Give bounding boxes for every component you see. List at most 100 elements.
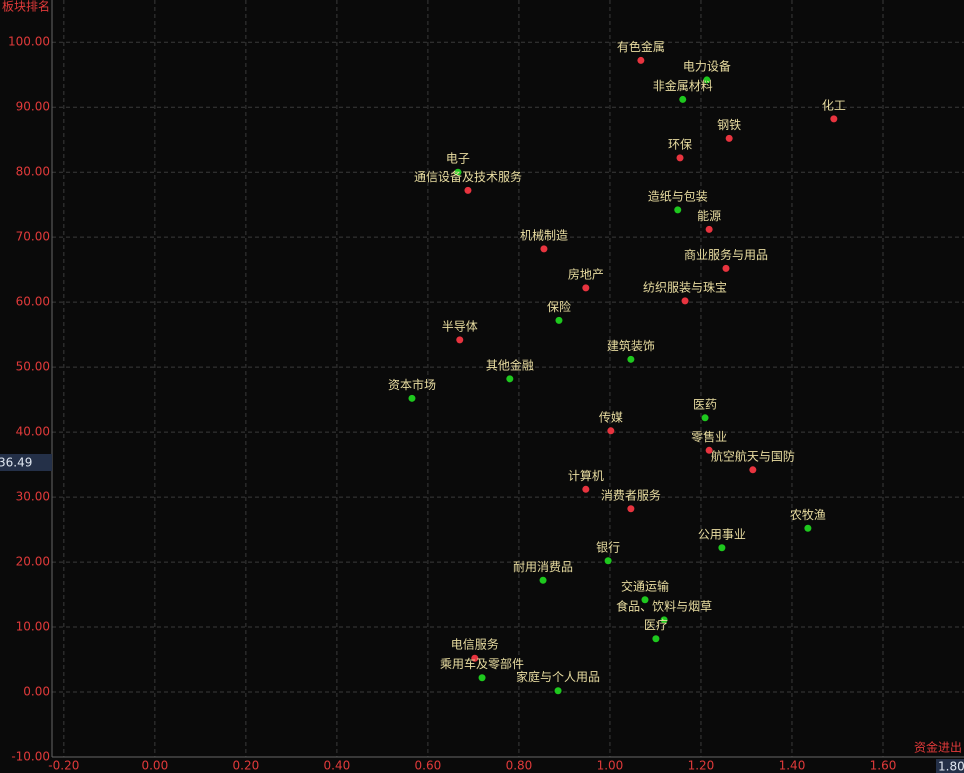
point-label: 电子 [446, 152, 470, 166]
y-readout: 36.49 [0, 456, 32, 470]
point [456, 336, 464, 344]
point-label: 耐用消费品 [513, 560, 573, 574]
point [681, 297, 689, 305]
point [607, 427, 615, 435]
y-tick-label: 0.00 [23, 685, 50, 699]
y-tick-label: -10.00 [11, 750, 50, 764]
point [660, 616, 668, 624]
point-label: 银行 [596, 540, 620, 554]
y-tick-label: 90.00 [16, 100, 50, 114]
point [454, 168, 462, 176]
point-label: 公用事业 [698, 527, 746, 541]
point-label: 保险 [547, 299, 571, 314]
y-tick-label: 100.00 [8, 35, 50, 49]
point-label: 房地产 [568, 266, 604, 281]
x-tick-label: -0.20 [48, 759, 79, 773]
point [604, 557, 612, 565]
point-label: 半导体 [442, 319, 478, 333]
point [749, 466, 757, 474]
point [705, 225, 713, 233]
y-tick-label: 10.00 [16, 620, 50, 634]
point-label: 计算机 [568, 468, 604, 483]
point [725, 134, 733, 142]
point-label: 零售业 [691, 429, 727, 444]
point-label: 电信服务 [451, 637, 499, 652]
point [652, 635, 660, 643]
y-axis-title: 板块排名 [2, 0, 50, 14]
x-tick-label: 0.80 [506, 759, 533, 773]
point-label: 医药 [693, 397, 717, 411]
x-readout: 1.80 [938, 760, 964, 773]
point-label: 农牧渔 [790, 508, 826, 522]
point-label: 其他金融 [486, 357, 534, 372]
point [804, 524, 812, 532]
y-tick-label: 80.00 [16, 165, 50, 179]
point-label: 非金属材料 [653, 78, 713, 93]
point [701, 414, 709, 422]
point-label: 家庭与个人用品 [516, 669, 600, 684]
point [554, 687, 562, 695]
x-tick-label: 0.60 [415, 759, 442, 773]
y-tick-label: 40.00 [16, 425, 50, 439]
point [637, 56, 645, 64]
point [582, 284, 590, 292]
x-tick-label: 0.40 [324, 759, 351, 773]
point [627, 505, 635, 513]
point [641, 596, 649, 604]
point-label: 医疗 [644, 618, 668, 632]
x-tick-label: 1.00 [597, 759, 624, 773]
point [830, 115, 838, 123]
point [722, 264, 730, 272]
point-label: 钢铁 [717, 118, 741, 132]
point-label: 机械制造 [520, 227, 568, 242]
point-label: 消费者服务 [601, 487, 661, 502]
point [676, 154, 684, 162]
point-label: 能源 [697, 209, 721, 223]
point-label: 食品、饮料与烟草 [616, 598, 712, 613]
y-readout-box [0, 454, 52, 471]
point-label: 航空航天与国防 [711, 448, 795, 463]
point-label: 乘用车及零部件 [440, 656, 524, 671]
point-label: 化工 [822, 98, 846, 112]
point-label: 交通运输 [621, 578, 669, 593]
point [506, 375, 514, 383]
point [674, 206, 682, 214]
point [679, 95, 687, 103]
point [627, 355, 635, 363]
point [471, 654, 479, 662]
point [540, 245, 548, 253]
point-label: 纺织服装与珠宝 [643, 280, 727, 294]
point [464, 186, 472, 194]
x-tick-label: 1.60 [870, 759, 897, 773]
x-readout-box [936, 759, 964, 773]
point [478, 674, 486, 682]
x-tick-label: 1.20 [688, 759, 715, 773]
x-axis-title: 资金进出 [914, 740, 962, 755]
point [555, 316, 563, 324]
point-label: 电力设备 [683, 59, 731, 73]
y-tick-label: 70.00 [16, 230, 50, 244]
point-label: 环保 [668, 137, 692, 151]
y-tick-label: 50.00 [16, 360, 50, 374]
x-tick-label: 0.00 [141, 759, 168, 773]
point-label: 传媒 [599, 409, 623, 424]
point-label: 资本市场 [388, 377, 436, 392]
point-label: 造纸与包装 [648, 189, 708, 203]
point [582, 485, 590, 493]
x-tick-label: 1.40 [779, 759, 806, 773]
point-label: 商业服务与用品 [684, 247, 768, 262]
point-label: 建筑装饰 [607, 338, 655, 353]
point-label: 通信设备及技术服务 [414, 169, 522, 184]
point [718, 544, 726, 552]
point [408, 394, 416, 402]
y-tick-label: 30.00 [16, 490, 50, 504]
point-label: 有色金属 [617, 39, 665, 54]
point [539, 576, 547, 584]
point [705, 446, 713, 454]
y-tick-label: 20.00 [16, 555, 50, 569]
y-tick-label: 60.00 [16, 295, 50, 309]
point [703, 76, 711, 84]
x-tick-label: 0.20 [233, 759, 260, 773]
